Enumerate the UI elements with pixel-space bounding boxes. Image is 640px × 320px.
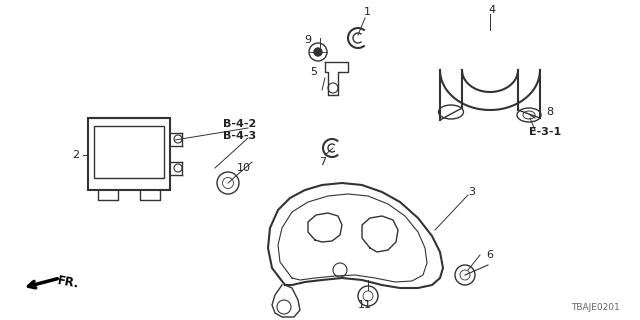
Text: E-3-1: E-3-1: [529, 127, 561, 137]
Circle shape: [314, 48, 322, 56]
Text: 1: 1: [364, 7, 371, 17]
Text: 10: 10: [237, 163, 251, 173]
Text: 8: 8: [547, 107, 554, 117]
Text: B-4-2: B-4-2: [223, 119, 257, 129]
Text: TBAJE0201: TBAJE0201: [572, 303, 620, 312]
Text: 9: 9: [305, 35, 312, 45]
Text: 4: 4: [488, 5, 495, 15]
Text: 2: 2: [72, 150, 79, 160]
Text: 3: 3: [468, 187, 476, 197]
Text: B-4-3: B-4-3: [223, 131, 257, 141]
Text: 5: 5: [310, 67, 317, 77]
Text: FR.: FR.: [56, 274, 80, 290]
Text: 7: 7: [319, 157, 326, 167]
Text: 6: 6: [486, 250, 493, 260]
Bar: [94, 126, 164, 178]
Bar: [88, 118, 170, 190]
Text: 11: 11: [358, 300, 372, 310]
